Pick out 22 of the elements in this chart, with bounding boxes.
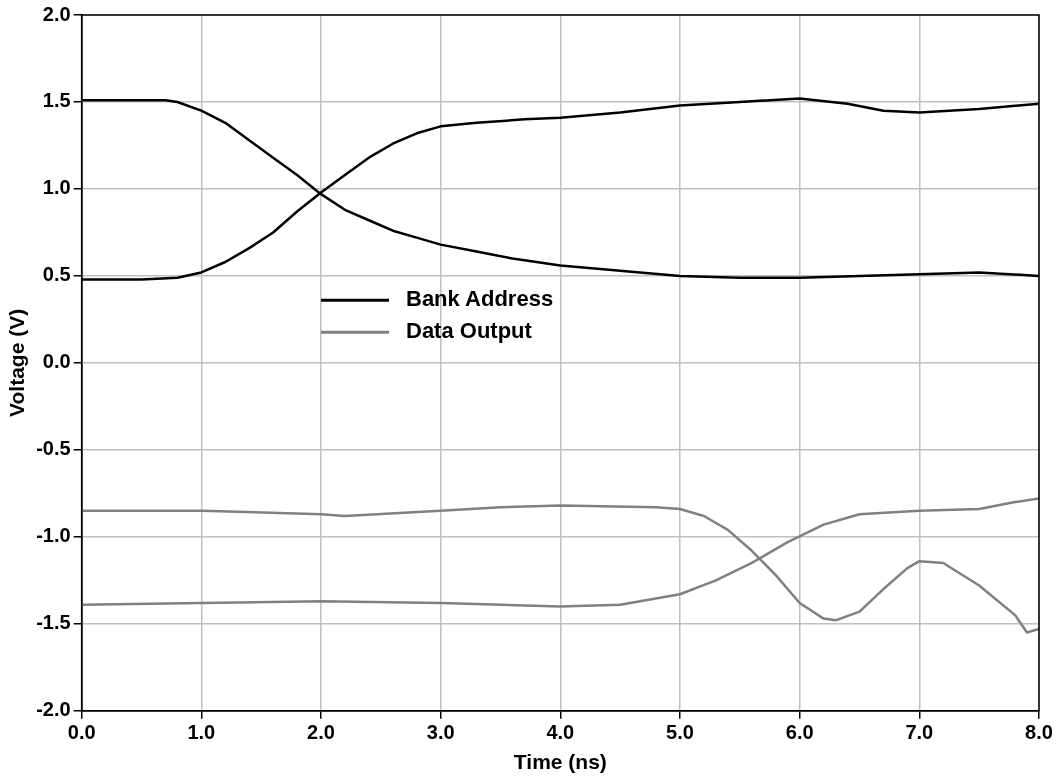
legend-label: Data Output — [406, 318, 533, 344]
x-tick-label: 6.0 — [785, 721, 814, 744]
y-tick-label: -2.0 — [36, 698, 71, 721]
y-tick-label: -1.0 — [36, 524, 71, 547]
x-tick-label: 0.0 — [67, 721, 96, 744]
x-tick-label: 1.0 — [187, 721, 216, 744]
y-tick-label: 1.0 — [42, 176, 71, 199]
x-tick-label: 4.0 — [546, 721, 575, 744]
x-axis-title: Time (ns) — [513, 750, 607, 774]
x-tick-label: 5.0 — [666, 721, 694, 744]
y-tick-label: 0.5 — [42, 263, 71, 286]
x-tick-label: 3.0 — [426, 721, 455, 744]
y-axis-title: Voltage (V) — [5, 308, 29, 417]
y-tick-label: 2.0 — [42, 2, 71, 25]
y-tick-label: 0.0 — [42, 350, 71, 373]
y-tick-label: -0.5 — [36, 437, 71, 460]
x-tick-label: 2.0 — [307, 721, 335, 744]
y-tick-label: 1.5 — [42, 89, 71, 112]
legend-label: Bank Address — [406, 286, 554, 312]
y-tick-label: -1.5 — [36, 611, 71, 634]
x-tick-label: 7.0 — [905, 721, 934, 744]
x-tick-label: 8.0 — [1025, 721, 1053, 744]
